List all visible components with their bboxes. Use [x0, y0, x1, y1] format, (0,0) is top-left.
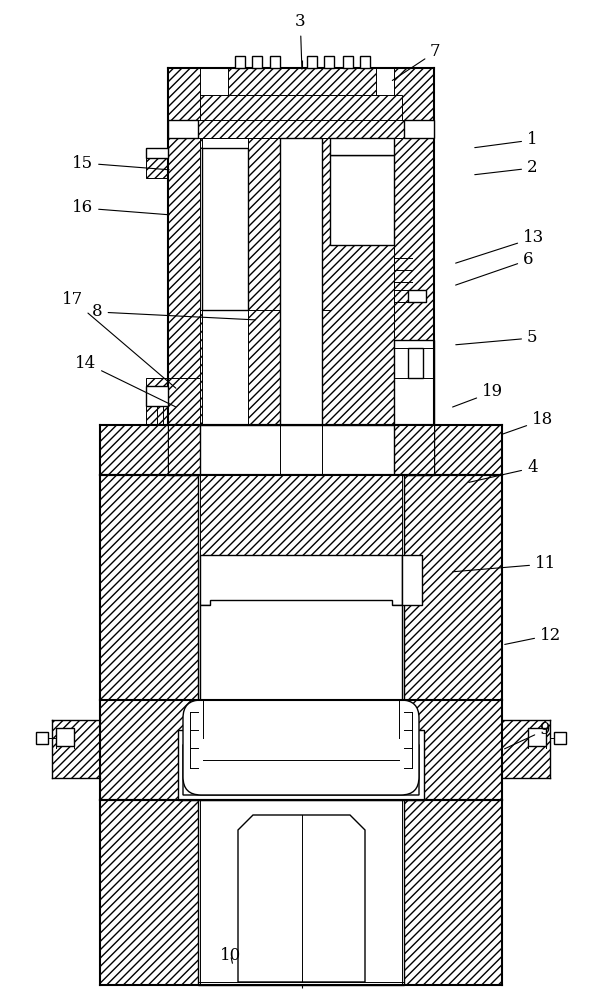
Text: 15: 15	[72, 154, 169, 172]
Text: 2: 2	[475, 159, 538, 176]
Text: 5: 5	[456, 330, 538, 347]
Polygon shape	[320, 138, 394, 425]
Polygon shape	[100, 425, 168, 475]
Bar	[404, 120, 434, 138]
Bar	[402, 555, 422, 605]
Text: 6: 6	[456, 251, 533, 285]
Text: 11: 11	[453, 556, 556, 572]
Polygon shape	[394, 68, 434, 425]
Polygon shape	[100, 475, 198, 700]
Polygon shape	[146, 148, 168, 178]
Text: 14: 14	[75, 355, 176, 407]
Polygon shape	[200, 600, 402, 700]
Polygon shape	[248, 138, 320, 425]
Polygon shape	[404, 475, 502, 700]
Bar	[168, 120, 198, 138]
Polygon shape	[168, 425, 434, 475]
Polygon shape	[100, 700, 198, 800]
Polygon shape	[200, 138, 202, 148]
Polygon shape	[404, 800, 502, 985]
Polygon shape	[330, 138, 394, 155]
Text: 3: 3	[295, 13, 306, 69]
Polygon shape	[228, 68, 376, 95]
Polygon shape	[52, 720, 100, 778]
Polygon shape	[178, 700, 424, 800]
Text: 7: 7	[393, 43, 441, 80]
Bar	[270, 56, 280, 68]
Bar	[408, 348, 423, 378]
Polygon shape	[168, 425, 200, 475]
Polygon shape	[434, 425, 502, 475]
Polygon shape	[394, 340, 434, 425]
Bar	[146, 148, 168, 158]
Bar	[200, 555, 402, 605]
Text: 13: 13	[456, 230, 544, 263]
Polygon shape	[330, 138, 394, 155]
Bar	[36, 732, 48, 744]
Text: 17: 17	[62, 292, 176, 388]
Bar	[252, 56, 262, 68]
Bar	[554, 732, 566, 744]
Bar	[280, 138, 322, 425]
Bar	[324, 56, 334, 68]
Bar	[394, 340, 434, 425]
FancyBboxPatch shape	[183, 700, 419, 795]
Text: 12: 12	[504, 626, 561, 644]
Polygon shape	[200, 475, 402, 555]
Bar	[235, 56, 245, 68]
Text: 1: 1	[475, 131, 538, 148]
Text: 10: 10	[220, 946, 241, 964]
Polygon shape	[404, 700, 502, 800]
Bar	[202, 148, 248, 310]
Text: 8: 8	[92, 304, 255, 320]
Bar	[528, 728, 546, 746]
Polygon shape	[200, 310, 202, 425]
Bar	[330, 155, 394, 245]
Bar	[200, 425, 394, 475]
Text: 9: 9	[504, 722, 550, 749]
Bar	[56, 728, 74, 746]
Polygon shape	[200, 95, 402, 120]
Text: 19: 19	[453, 383, 503, 407]
Bar	[198, 800, 404, 985]
Bar	[198, 475, 404, 700]
Bar	[360, 56, 370, 68]
Polygon shape	[168, 68, 200, 425]
Text: 18: 18	[503, 412, 553, 434]
Text: 16: 16	[72, 200, 169, 217]
Bar	[307, 56, 317, 68]
Polygon shape	[146, 378, 200, 425]
Bar	[408, 290, 426, 302]
Polygon shape	[168, 120, 434, 138]
Polygon shape	[238, 815, 365, 982]
Polygon shape	[502, 720, 550, 778]
Text: 4: 4	[469, 460, 538, 482]
Polygon shape	[394, 425, 434, 475]
Polygon shape	[183, 700, 419, 795]
Polygon shape	[100, 800, 198, 985]
Bar	[343, 56, 353, 68]
Bar	[146, 386, 168, 406]
